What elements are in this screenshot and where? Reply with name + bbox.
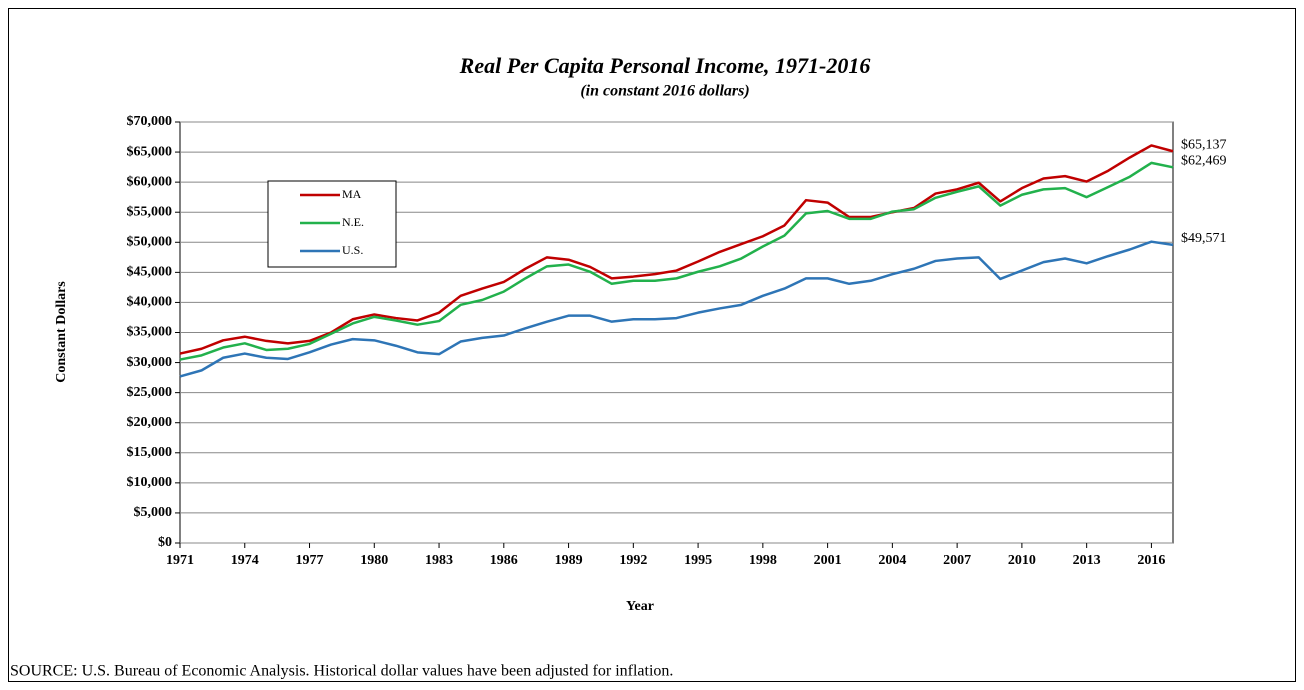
y-tick-label: $0 bbox=[158, 535, 172, 550]
x-tick-label: 1971 bbox=[166, 553, 194, 568]
x-tick-label: 1989 bbox=[555, 553, 583, 568]
x-tick-label: 1986 bbox=[490, 553, 518, 568]
x-tick-label: 1974 bbox=[231, 553, 259, 568]
x-tick-label: 2007 bbox=[943, 553, 971, 568]
legend-label: MA bbox=[342, 187, 362, 201]
end-value-label: $49,571 bbox=[1181, 231, 1227, 246]
y-tick-label: $55,000 bbox=[127, 204, 173, 219]
y-tick-label: $20,000 bbox=[127, 415, 173, 430]
y-tick-label: $70,000 bbox=[127, 114, 173, 129]
source-note: SOURCE: U.S. Bureau of Economic Analysis… bbox=[10, 663, 673, 680]
x-tick-label: 1992 bbox=[619, 553, 647, 568]
y-tick-label: $5,000 bbox=[134, 505, 173, 520]
y-tick-label: $15,000 bbox=[127, 445, 173, 460]
end-value-label: $65,137 bbox=[1181, 137, 1227, 152]
x-tick-label: 1995 bbox=[684, 553, 712, 568]
series-line bbox=[179, 240, 1174, 378]
chart-title: Real Per Capita Personal Income, 1971-20… bbox=[459, 53, 871, 78]
x-tick-label: 2004 bbox=[878, 553, 906, 568]
y-tick-label: $25,000 bbox=[127, 385, 173, 400]
y-axis-label: Constant Dollars bbox=[54, 281, 69, 383]
frame bbox=[8, 8, 1296, 682]
y-tick-label: $30,000 bbox=[127, 355, 173, 370]
y-tick-label: $50,000 bbox=[127, 235, 173, 250]
x-tick-label: 2016 bbox=[1137, 553, 1165, 568]
series-line bbox=[179, 144, 1174, 355]
x-tick-label: 2013 bbox=[1073, 553, 1101, 568]
end-value-label: $62,469 bbox=[1181, 154, 1227, 169]
legend-label: N.E. bbox=[342, 215, 364, 229]
y-tick-label: $10,000 bbox=[127, 475, 173, 490]
y-tick-label: $35,000 bbox=[127, 325, 173, 340]
x-tick-label: 1977 bbox=[296, 553, 324, 568]
y-tick-label: $45,000 bbox=[127, 265, 173, 280]
y-tick-label: $65,000 bbox=[127, 144, 173, 159]
y-tick-label: $60,000 bbox=[127, 174, 173, 189]
x-axis-label: Year bbox=[626, 599, 654, 614]
x-tick-label: 2001 bbox=[814, 553, 842, 568]
legend-label: U.S. bbox=[342, 243, 363, 257]
y-tick-label: $40,000 bbox=[127, 295, 173, 310]
chart-subtitle: (in constant 2016 dollars) bbox=[580, 83, 749, 100]
x-tick-label: 1998 bbox=[749, 553, 777, 568]
series-line bbox=[179, 161, 1174, 361]
x-tick-label: 1980 bbox=[360, 553, 388, 568]
x-tick-label: 1983 bbox=[425, 553, 453, 568]
x-tick-label: 2010 bbox=[1008, 553, 1036, 568]
